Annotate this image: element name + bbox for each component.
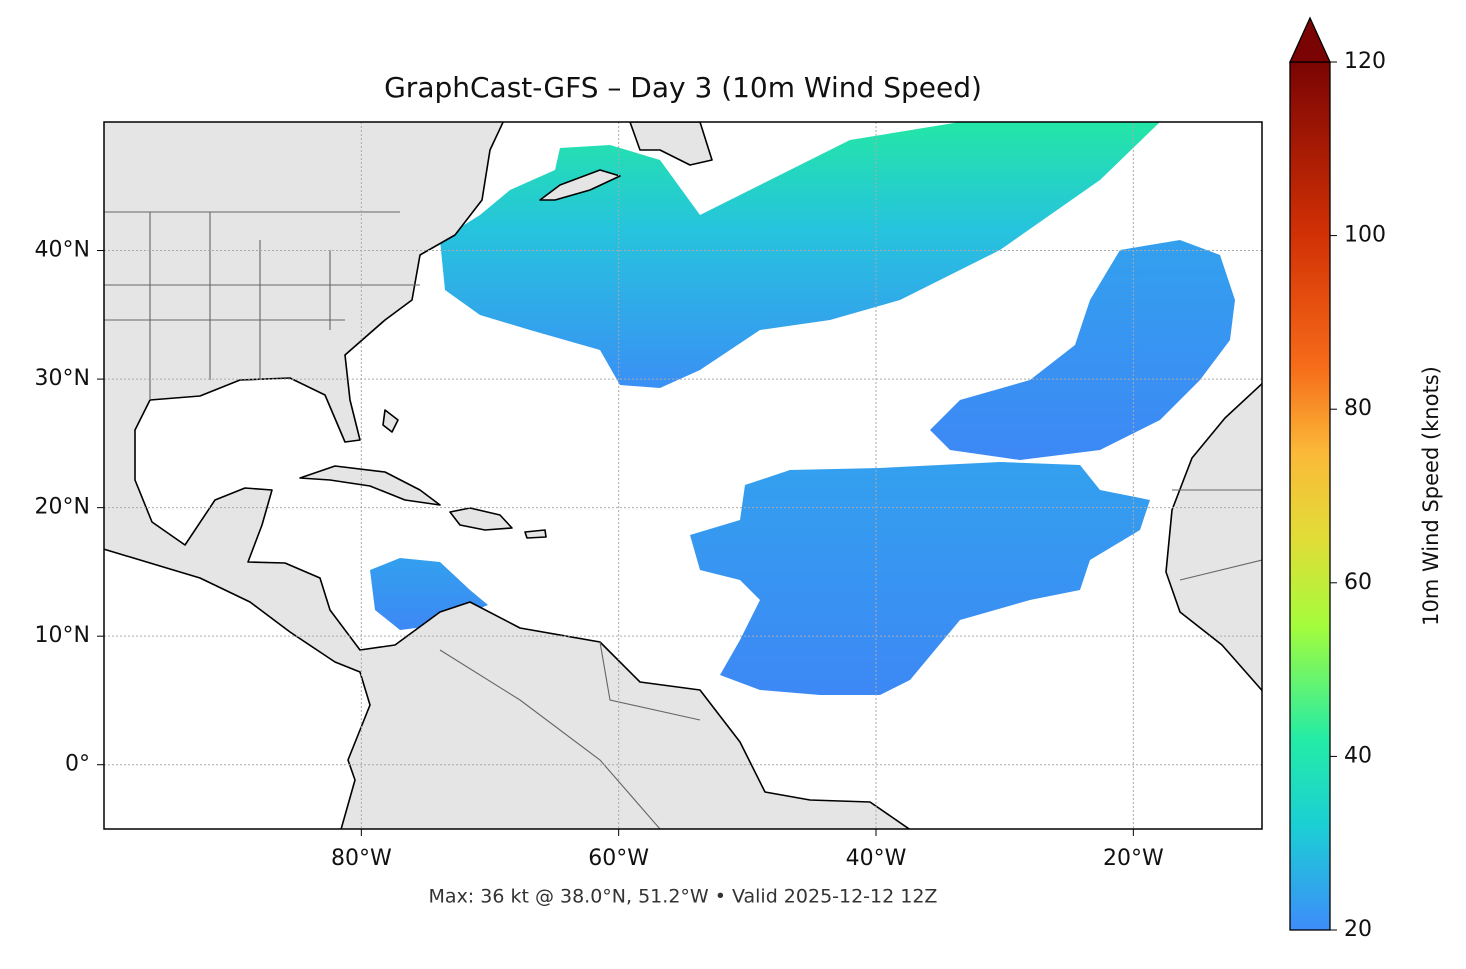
country-border	[439, 489, 1262, 829]
land	[382, 409, 399, 433]
land	[524, 529, 547, 539]
land	[104, 122, 911, 829]
colorbar-tick-label: 60	[1344, 570, 1372, 595]
map-title: GraphCast-GFS – Day 3 (10m Wind Speed)	[384, 71, 982, 104]
land	[629, 122, 713, 166]
colorbar-extend	[1288, 16, 1332, 63]
y-tick-label: 10°N	[35, 623, 90, 648]
x-tick-label: 20°W	[1103, 846, 1164, 871]
x-tick-label: 40°W	[846, 846, 907, 871]
map-frame	[103, 121, 1263, 830]
state-border	[104, 211, 420, 400]
wind-field	[440, 122, 1160, 388]
x-tick-label: 60°W	[588, 846, 649, 871]
land	[299, 465, 441, 506]
colorbar	[1289, 61, 1331, 931]
map-area	[104, 122, 1262, 829]
colorbar-tick-label: 80	[1344, 396, 1372, 421]
y-tick-label: 0°	[65, 752, 90, 777]
wind-field	[930, 240, 1235, 460]
grid	[104, 122, 1262, 829]
colorbar-label: 10m Wind Speed (knots)	[1419, 366, 1443, 626]
colorbar-tick-label: 120	[1344, 49, 1386, 74]
colorbar-tick-label: 40	[1344, 743, 1372, 768]
land	[1165, 382, 1262, 692]
wind-field	[690, 462, 1150, 695]
y-tick-label: 20°N	[35, 495, 90, 520]
colorbar-tick-label: 100	[1344, 223, 1386, 248]
y-tick-label: 40°N	[35, 238, 90, 263]
x-tick-label: 80°W	[331, 846, 392, 871]
colorbar-tick-label: 20	[1344, 917, 1372, 942]
y-tick-label: 30°N	[35, 366, 90, 391]
land	[539, 169, 621, 201]
footer: Max: 36 kt @ 38.0°N, 51.2°W • Valid 2025…	[429, 886, 938, 908]
